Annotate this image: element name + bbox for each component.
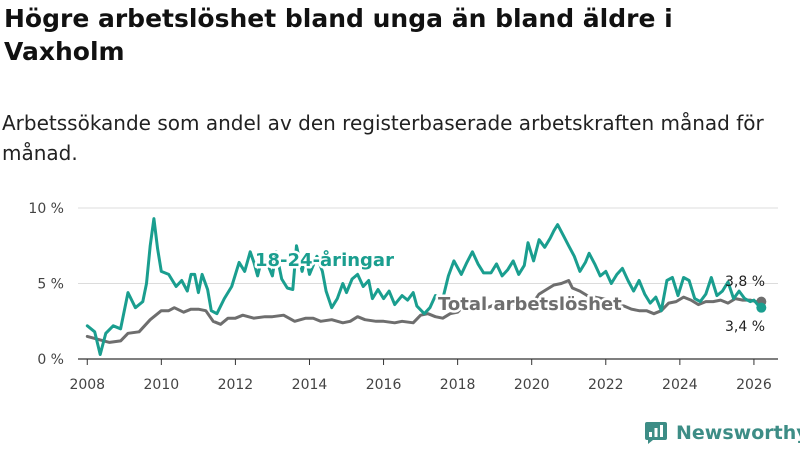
x-tick-label: 2010 xyxy=(144,377,180,393)
y-tick-label: 0 % xyxy=(37,352,64,368)
series-label-total-halo: Total arbetslöshet xyxy=(438,294,622,315)
brand-logo: Newsworthy xyxy=(644,418,800,448)
series-line-18-24-ringar xyxy=(85,217,763,356)
series-label-youth-halo: 18-24-åringar xyxy=(255,249,394,271)
y-tick-label: 10 % xyxy=(28,201,64,217)
brand-name: Newsworthy xyxy=(676,422,800,444)
end-value-label-youth: 3,4 % xyxy=(725,319,765,335)
end-value-label-total: 3,8 % xyxy=(725,274,765,290)
x-tick-label: 2012 xyxy=(218,377,254,393)
x-tick-label: 2008 xyxy=(69,377,105,393)
x-tick-label: 2018 xyxy=(440,377,476,393)
y-tick-label: 5 % xyxy=(37,277,64,293)
series-label-total: Total arbetslöshet xyxy=(438,294,622,315)
x-tick-label: 2014 xyxy=(292,377,328,393)
x-tick-label: 2020 xyxy=(514,377,550,393)
x-tick-label: 2022 xyxy=(588,377,624,393)
chart-title: Högre arbetslöshet bland unga än bland ä… xyxy=(4,4,673,66)
x-tick-label: 2026 xyxy=(736,377,772,393)
series-label-youth: 18-24-åringar xyxy=(255,249,394,271)
end-point-18-24-ringar xyxy=(756,302,767,313)
chart-subtitle: Arbetssökande som andel av den registerb… xyxy=(2,111,764,165)
x-tick-label: 2016 xyxy=(366,377,402,393)
bar-chart-logo-icon xyxy=(645,422,667,444)
x-tick-label: 2024 xyxy=(662,377,698,393)
